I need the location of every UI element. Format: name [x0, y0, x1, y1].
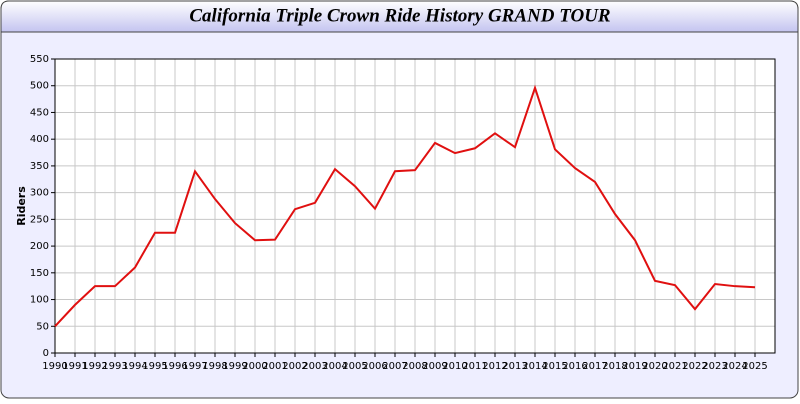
y-tick-label: 0 — [43, 348, 49, 359]
chart-title: California Triple Crown Ride History GRA… — [189, 5, 610, 26]
x-tick-label: 1995 — [142, 361, 167, 372]
plot-border — [54, 58, 776, 354]
y-tick-label: 500 — [30, 81, 49, 92]
y-tick-label: 100 — [30, 295, 49, 306]
x-tick-label: 2012 — [482, 361, 507, 372]
x-tick-label: 2013 — [502, 361, 527, 372]
x-tick-label: 2011 — [462, 361, 487, 372]
x-tick-label: 2015 — [542, 361, 567, 372]
y-tick-label: 300 — [30, 188, 49, 199]
x-tick-label: 2006 — [362, 361, 387, 372]
x-tick-label: 2021 — [662, 361, 687, 372]
y-tick-label: 200 — [30, 241, 49, 252]
x-tick-label: 1993 — [102, 361, 127, 372]
x-tick-label: 2008 — [402, 361, 427, 372]
x-tick-label: 2003 — [302, 361, 327, 372]
x-tick-label: 2010 — [442, 361, 467, 372]
header — [0, 0, 799, 33]
x-tick-label: 2019 — [622, 361, 647, 372]
x-tick-label: 2005 — [342, 361, 367, 372]
x-tick-label: 2001 — [262, 361, 287, 372]
x-tick-label: 1990 — [42, 361, 67, 372]
x-tick-label: 1994 — [122, 361, 147, 372]
y-tick-label: 150 — [30, 268, 49, 279]
x-tick-label: 1991 — [62, 361, 87, 372]
x-tick-label: 2025 — [742, 361, 767, 372]
x-tick-label: 2023 — [702, 361, 727, 372]
x-tick-label: 2014 — [522, 361, 547, 372]
x-tick-label: 2022 — [682, 361, 707, 372]
x-tick-label: 2007 — [382, 361, 407, 372]
y-tick-label: 50 — [36, 321, 49, 332]
x-tick-label: 1999 — [222, 361, 247, 372]
x-tick-label: 2004 — [322, 361, 347, 372]
x-tick-label: 2016 — [562, 361, 587, 372]
x-tick-label: 2018 — [602, 361, 627, 372]
x-tick-label: 2009 — [422, 361, 447, 372]
y-tick-label: 550 — [30, 54, 49, 65]
y-tick-label: 400 — [30, 134, 49, 145]
x-tick-label: 1992 — [82, 361, 107, 372]
x-tick-label: 2002 — [282, 361, 307, 372]
x-tick-label: 1998 — [202, 361, 227, 372]
y-tick-label: 250 — [30, 214, 49, 225]
y-axis-label: Riders — [15, 186, 28, 226]
x-tick-label: 2020 — [642, 361, 667, 372]
x-tick-label: 2017 — [582, 361, 607, 372]
x-tick-label: 1996 — [162, 361, 187, 372]
data-line — [54, 84, 756, 327]
x-tick-label: 2024 — [722, 361, 747, 372]
y-tick-label: 350 — [30, 161, 49, 172]
x-tick-label: 1997 — [182, 361, 207, 372]
y-tick-label: 450 — [30, 107, 49, 118]
x-tick-label: 2000 — [242, 361, 267, 372]
